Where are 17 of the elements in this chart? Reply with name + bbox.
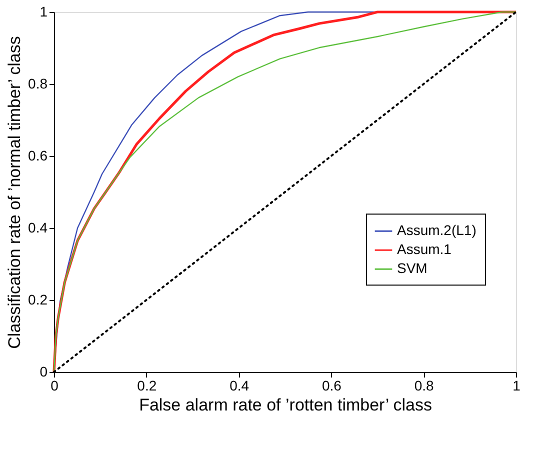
- y-tick-label: 1: [40, 4, 48, 20]
- y-tick-label: 0.4: [28, 220, 48, 236]
- x-axis-title: False alarm rate of ’rotten timber’ class: [139, 396, 432, 414]
- y-tick-label: 0.8: [28, 76, 48, 92]
- x-tick-label: 0: [50, 378, 59, 394]
- legend-label: Assum.1: [397, 241, 452, 258]
- legend-label: Assum.2(L1): [397, 222, 476, 238]
- x-tick-label: 1: [512, 378, 521, 394]
- x-tick-label: 0.4: [230, 378, 250, 394]
- x-tick-label: 0.8: [414, 378, 434, 394]
- y-tick-label: 0.6: [28, 148, 48, 164]
- x-tick-label: 0.6: [322, 378, 342, 394]
- y-tick-label: 0.2: [28, 292, 48, 308]
- y-axis-title: Classification rate of ’normal timber’ class: [5, 36, 24, 349]
- x-tick-label: 0.2: [137, 378, 157, 394]
- y-tick-label: 0: [40, 364, 48, 380]
- legend-label: SVM: [397, 260, 428, 276]
